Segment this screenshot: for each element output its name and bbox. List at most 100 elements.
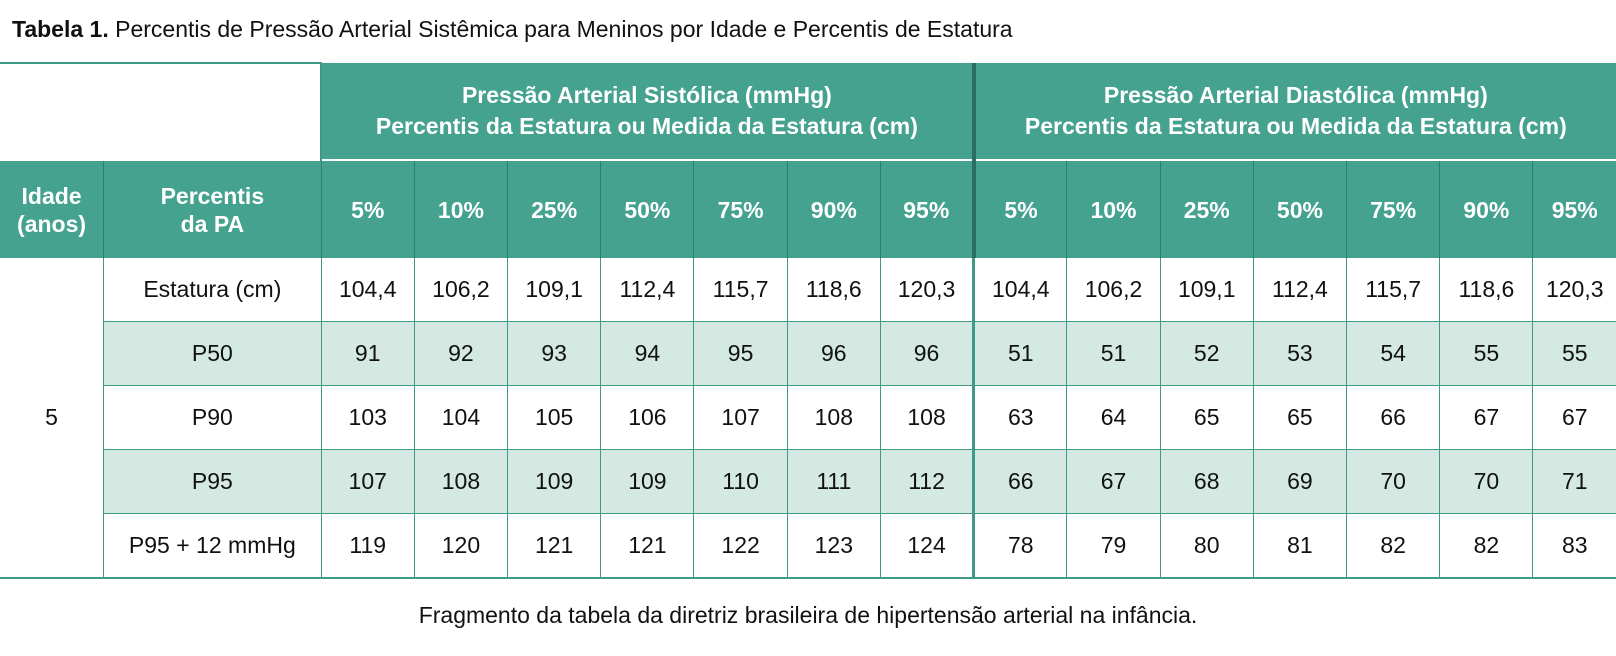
systolic-cell: 111: [787, 449, 881, 514]
diastolic-cell: 68: [1160, 449, 1254, 514]
pa-header-line2: da PA: [180, 210, 245, 237]
diastolic-cell: 112,4: [1253, 258, 1348, 322]
diastolic-cell: 79: [1066, 513, 1161, 579]
row-label: P95: [103, 449, 322, 514]
diastolic-cell: 51: [973, 321, 1068, 386]
systolic-cell: 107: [321, 449, 415, 514]
systolic-percentile-header: 50%: [600, 159, 695, 258]
systolic-cell: 109: [507, 449, 602, 514]
table-title: Tabela 1. Percentis de Pressão Arterial …: [12, 14, 1013, 44]
diastolic-cell: 106,2: [1066, 258, 1161, 322]
systolic-header-line1: Pressão Arterial Sistólica (mmHg): [461, 82, 832, 108]
systolic-cell: 123: [787, 513, 881, 579]
systolic-cell: 115,7: [693, 258, 788, 322]
pa-column-header: Percentis da PA: [103, 159, 322, 258]
table-caption: Fragmento da tabela da diretriz brasilei…: [418, 602, 1198, 628]
diastolic-cell: 67: [1439, 385, 1534, 450]
diastolic-cell: 81: [1253, 513, 1348, 579]
systolic-cell: 108: [880, 385, 976, 450]
diastolic-cell: 67: [1066, 449, 1161, 514]
systolic-percentile-header: 10%: [414, 159, 509, 258]
diastolic-cell: 55: [1439, 321, 1534, 386]
group-header-row: Pressão Arterial Sistólica (mmHg) Percen…: [0, 62, 1616, 160]
systolic-group-header: Pressão Arterial Sistólica (mmHg) Percen…: [321, 63, 976, 160]
diastolic-cell: 55: [1532, 321, 1616, 386]
diastolic-cell: 118,6: [1439, 258, 1534, 322]
diastolic-cell: 54: [1346, 321, 1441, 386]
table-row: P50 91 92 93 94 95 96 96 51 51 52 53 54 …: [0, 321, 1616, 386]
systolic-cell: 95: [693, 321, 788, 386]
diastolic-cell: 53: [1253, 321, 1348, 386]
systolic-cell: 91: [321, 321, 415, 386]
table-row: 5 Estatura (cm) 104,4 106,2 109,1 112,4 …: [0, 258, 1616, 579]
row-label: Estatura (cm): [103, 258, 322, 322]
diastolic-cell: 65: [1160, 385, 1254, 450]
systolic-cell: 106,2: [414, 258, 509, 322]
diastolic-cell: 82: [1439, 513, 1534, 579]
diastolic-percentile-header: 90%: [1439, 159, 1534, 258]
age-header-line2: (anos): [17, 210, 87, 237]
systolic-percentile-header: 75%: [693, 159, 788, 258]
systolic-cell: 109,1: [507, 258, 602, 322]
table-row: P95 + 12 mmHg 119 120 121 121 122 123 12…: [0, 513, 1616, 579]
diastolic-percentile-header: 25%: [1160, 159, 1254, 258]
diastolic-percentile-header: 75%: [1346, 159, 1441, 258]
diastolic-percentile-header: 50%: [1253, 159, 1348, 258]
row-label: P90: [103, 385, 322, 450]
diastolic-percentile-header: 95%: [1532, 159, 1616, 258]
systolic-cell: 121: [507, 513, 602, 579]
column-header-row: Idade (anos) Percentis da PA 5% 10% 25% …: [0, 159, 1616, 258]
diastolic-cell: 66: [1346, 385, 1441, 450]
systolic-cell: 110: [693, 449, 788, 514]
empty-header-cell: [0, 62, 323, 160]
systolic-cell: 106: [600, 385, 695, 450]
systolic-cell: 121: [600, 513, 695, 579]
systolic-percentile-header: 5%: [321, 159, 415, 258]
diastolic-cell: 64: [1066, 385, 1161, 450]
diastolic-cell: 69: [1253, 449, 1348, 514]
table-title-text: Percentis de Pressão Arterial Sistêmica …: [115, 16, 1013, 42]
diastolic-group-header: Pressão Arterial Diastólica (mmHg) Perce…: [973, 63, 1616, 160]
diastolic-cell: 83: [1532, 513, 1616, 579]
systolic-cell: 96: [787, 321, 881, 386]
diastolic-header-line1: Pressão Arterial Diastólica (mmHg): [1103, 82, 1488, 108]
diastolic-cell: 82: [1346, 513, 1441, 579]
systolic-cell: 92: [414, 321, 509, 386]
systolic-header-line2: Percentis da Estatura ou Medida da Estat…: [375, 113, 918, 139]
diastolic-cell: 66: [973, 449, 1068, 514]
systolic-cell: 109: [600, 449, 695, 514]
age-cell: 5: [0, 258, 105, 579]
systolic-percentile-header: 25%: [507, 159, 602, 258]
systolic-cell: 94: [600, 321, 695, 386]
systolic-cell: 120,3: [880, 258, 976, 322]
systolic-cell: 118,6: [787, 258, 881, 322]
diastolic-cell: 115,7: [1346, 258, 1441, 322]
systolic-cell: 108: [787, 385, 881, 450]
diastolic-cell: 67: [1532, 385, 1616, 450]
diastolic-cell: 80: [1160, 513, 1254, 579]
systolic-cell: 108: [414, 449, 509, 514]
diastolic-cell: 109,1: [1160, 258, 1254, 322]
table-row: P95 107 108 109 109 110 111 112 66 67 68…: [0, 449, 1616, 514]
systolic-cell: 107: [693, 385, 788, 450]
diastolic-percentile-header: 5%: [973, 159, 1068, 258]
table-row: P90 103 104 105 106 107 108 108 63 64 65…: [0, 385, 1616, 450]
systolic-cell: 96: [880, 321, 976, 386]
systolic-cell: 120: [414, 513, 509, 579]
systolic-cell: 122: [693, 513, 788, 579]
diastolic-cell: 65: [1253, 385, 1348, 450]
systolic-cell: 104,4: [321, 258, 415, 322]
age-column-header: Idade (anos): [0, 159, 105, 258]
diastolic-header-line2: Percentis da Estatura ou Medida da Estat…: [1024, 113, 1567, 139]
diastolic-cell: 70: [1439, 449, 1534, 514]
systolic-cell: 105: [507, 385, 602, 450]
systolic-cell: 124: [880, 513, 976, 579]
systolic-cell: 104: [414, 385, 509, 450]
systolic-cell: 112: [880, 449, 976, 514]
diastolic-cell: 63: [973, 385, 1068, 450]
systolic-cell: 119: [321, 513, 415, 579]
diastolic-cell: 51: [1066, 321, 1161, 386]
systolic-cell: 103: [321, 385, 415, 450]
diastolic-percentile-header: 10%: [1066, 159, 1161, 258]
diastolic-cell: 120,3: [1532, 258, 1616, 322]
